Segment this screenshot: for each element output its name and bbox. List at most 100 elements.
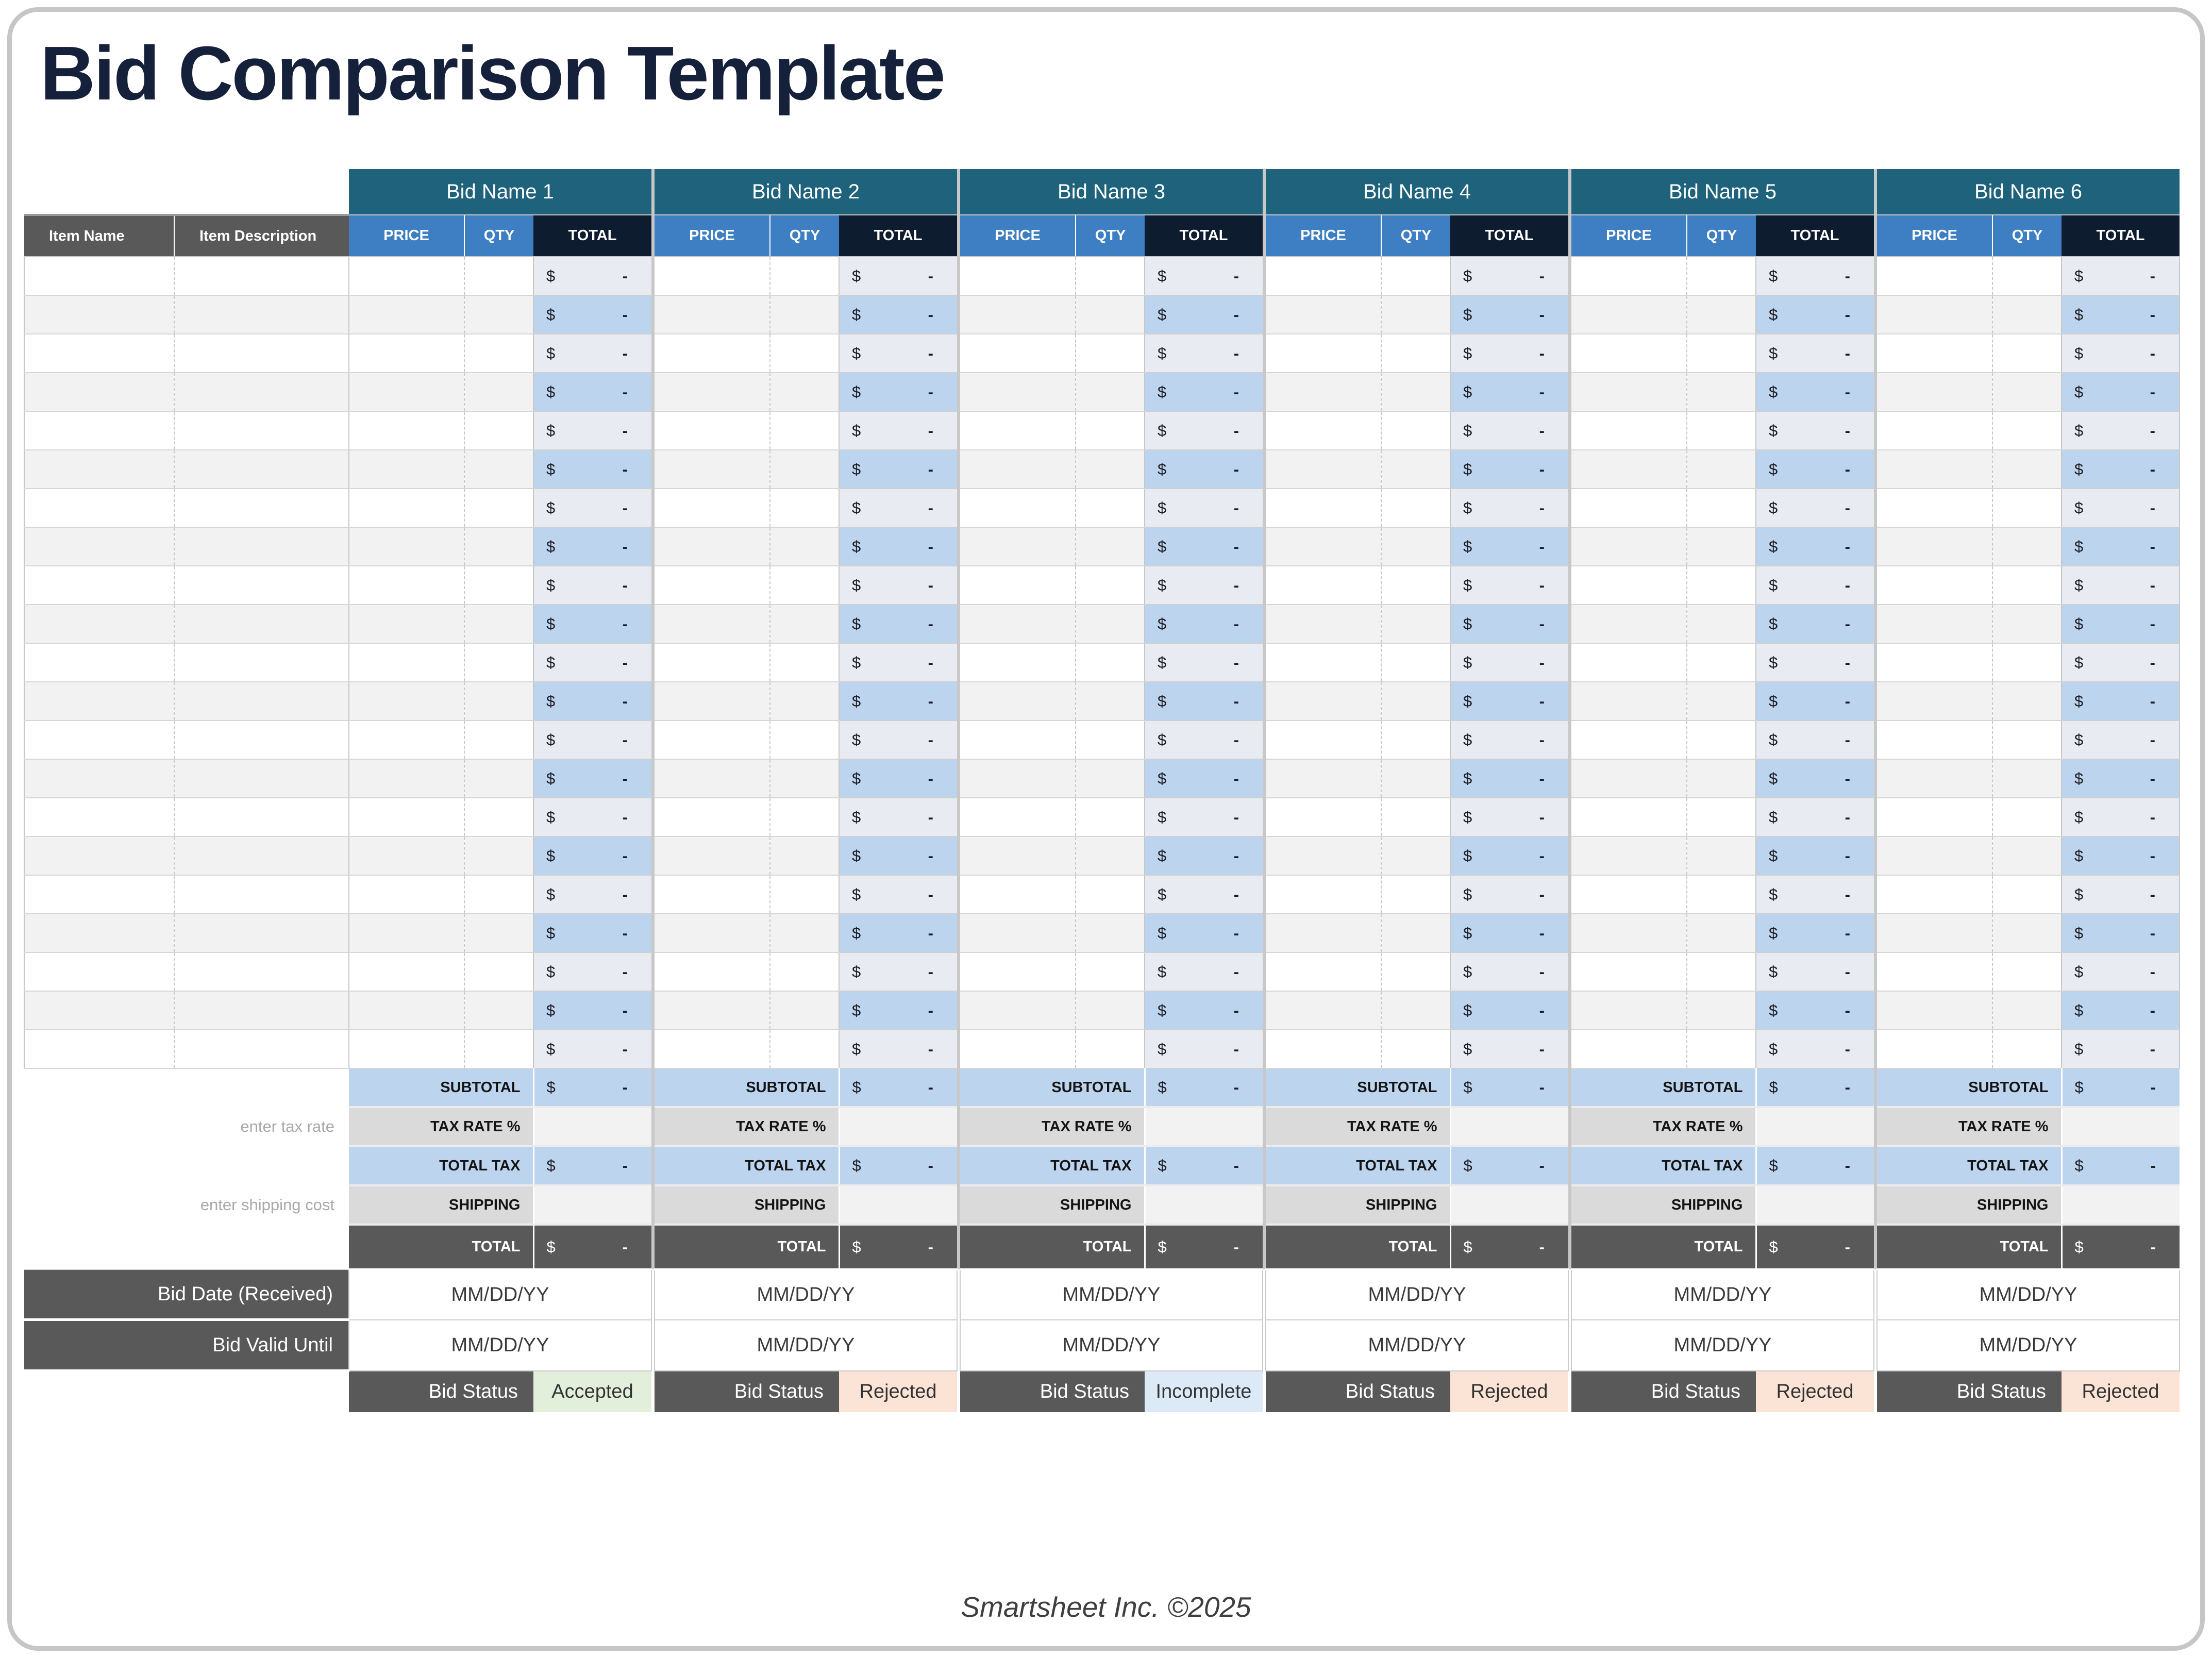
shipping-input-cell[interactable] [1755,1185,1874,1226]
qty-cell[interactable] [1992,334,2062,373]
price-cell[interactable] [348,334,464,373]
item-name-cell[interactable] [24,798,174,837]
qty-cell[interactable] [1686,643,1756,682]
qty-cell[interactable] [769,759,839,798]
item-description-cell[interactable] [174,875,349,914]
price-cell[interactable] [1877,295,1992,334]
price-cell[interactable] [1877,952,1992,992]
price-cell[interactable] [655,334,770,373]
item-description-cell[interactable] [174,295,349,334]
price-cell[interactable] [1877,798,1992,837]
item-description-cell[interactable] [174,643,349,682]
item-description-cell[interactable] [174,411,349,450]
qty-cell[interactable] [464,952,533,992]
qty-cell[interactable] [1381,952,1450,992]
qty-cell[interactable] [769,566,839,605]
qty-cell[interactable] [1992,836,2062,876]
bid-status-value[interactable]: Rejected [839,1370,957,1412]
qty-cell[interactable] [1992,566,2062,605]
item-description-cell[interactable] [174,682,349,721]
price-cell[interactable] [1266,875,1381,914]
price-cell[interactable] [1266,991,1381,1030]
qty-cell[interactable] [464,566,533,605]
qty-cell[interactable] [1686,875,1756,914]
qty-cell[interactable] [1075,991,1145,1030]
qty-cell[interactable] [769,798,839,837]
qty-cell[interactable] [769,295,839,334]
item-description-cell[interactable] [174,489,349,528]
price-cell[interactable] [1266,450,1381,489]
qty-cell[interactable] [1075,334,1145,373]
qty-cell[interactable] [1381,257,1450,296]
price-cell[interactable] [348,411,464,450]
qty-cell[interactable] [769,721,839,760]
price-cell[interactable] [1877,914,1992,953]
qty-cell[interactable] [464,836,533,876]
bid-name-cell[interactable]: Bid Name 5 [1571,169,1874,215]
price-cell[interactable] [960,450,1076,489]
qty-cell[interactable] [464,991,533,1030]
bid-status-value[interactable]: Incomplete [1145,1370,1263,1412]
price-cell[interactable] [348,991,464,1030]
price-cell[interactable] [1877,682,1992,721]
qty-cell[interactable] [1381,875,1450,914]
price-cell[interactable] [655,566,770,605]
item-name-cell[interactable] [24,682,174,721]
qty-cell[interactable] [1686,1030,1756,1069]
qty-cell[interactable] [1381,721,1450,760]
tax-rate-input-cell[interactable] [1449,1107,1568,1147]
bid-status-value[interactable]: Rejected [2062,1370,2180,1412]
qty-cell[interactable] [464,257,533,296]
shipping-input-cell[interactable] [532,1185,651,1226]
qty-cell[interactable] [769,411,839,450]
bid-date-cell[interactable]: MM/DD/YY [348,1269,652,1320]
item-name-cell[interactable] [24,836,174,876]
price-cell[interactable] [655,295,770,334]
price-cell[interactable] [1571,952,1687,992]
price-cell[interactable] [1877,411,1992,450]
price-cell[interactable] [1877,489,1992,528]
qty-cell[interactable] [1075,875,1145,914]
qty-cell[interactable] [1686,527,1756,566]
bid-status-value[interactable]: Accepted [533,1370,651,1412]
qty-cell[interactable] [1686,836,1756,876]
bid-name-cell[interactable]: Bid Name 6 [1877,169,2180,215]
price-cell[interactable] [1571,721,1687,760]
qty-cell[interactable] [1686,566,1756,605]
qty-cell[interactable] [1381,759,1450,798]
qty-cell[interactable] [769,643,839,682]
price-cell[interactable] [1571,257,1687,296]
price-cell[interactable] [1571,991,1687,1030]
qty-cell[interactable] [464,489,533,528]
price-cell[interactable] [348,682,464,721]
bid-valid-cell[interactable]: MM/DD/YY [1571,1319,1874,1371]
qty-cell[interactable] [769,450,839,489]
price-cell[interactable] [1877,450,1992,489]
qty-cell[interactable] [769,489,839,528]
price-cell[interactable] [655,721,770,760]
bid-status-value[interactable]: Rejected [1450,1370,1568,1412]
price-cell[interactable] [1571,450,1687,489]
price-cell[interactable] [655,952,770,992]
qty-cell[interactable] [464,605,533,644]
bid-valid-cell[interactable]: MM/DD/YY [1265,1319,1569,1371]
shipping-input-cell[interactable] [838,1185,957,1226]
item-description-cell[interactable] [174,257,349,296]
qty-cell[interactable] [1686,605,1756,644]
price-cell[interactable] [1266,914,1381,953]
item-name-cell[interactable] [24,643,174,682]
price-cell[interactable] [348,489,464,528]
price-cell[interactable] [960,605,1076,644]
price-cell[interactable] [960,1030,1076,1069]
price-cell[interactable] [960,836,1076,876]
qty-cell[interactable] [1992,373,2062,412]
item-name-cell[interactable] [24,334,174,373]
item-name-cell[interactable] [24,875,174,914]
price-cell[interactable] [960,295,1076,334]
qty-cell[interactable] [464,721,533,760]
shipping-input-cell[interactable] [1144,1185,1263,1226]
price-cell[interactable] [655,682,770,721]
qty-cell[interactable] [1381,605,1450,644]
price-cell[interactable] [960,798,1076,837]
qty-cell[interactable] [1686,489,1756,528]
